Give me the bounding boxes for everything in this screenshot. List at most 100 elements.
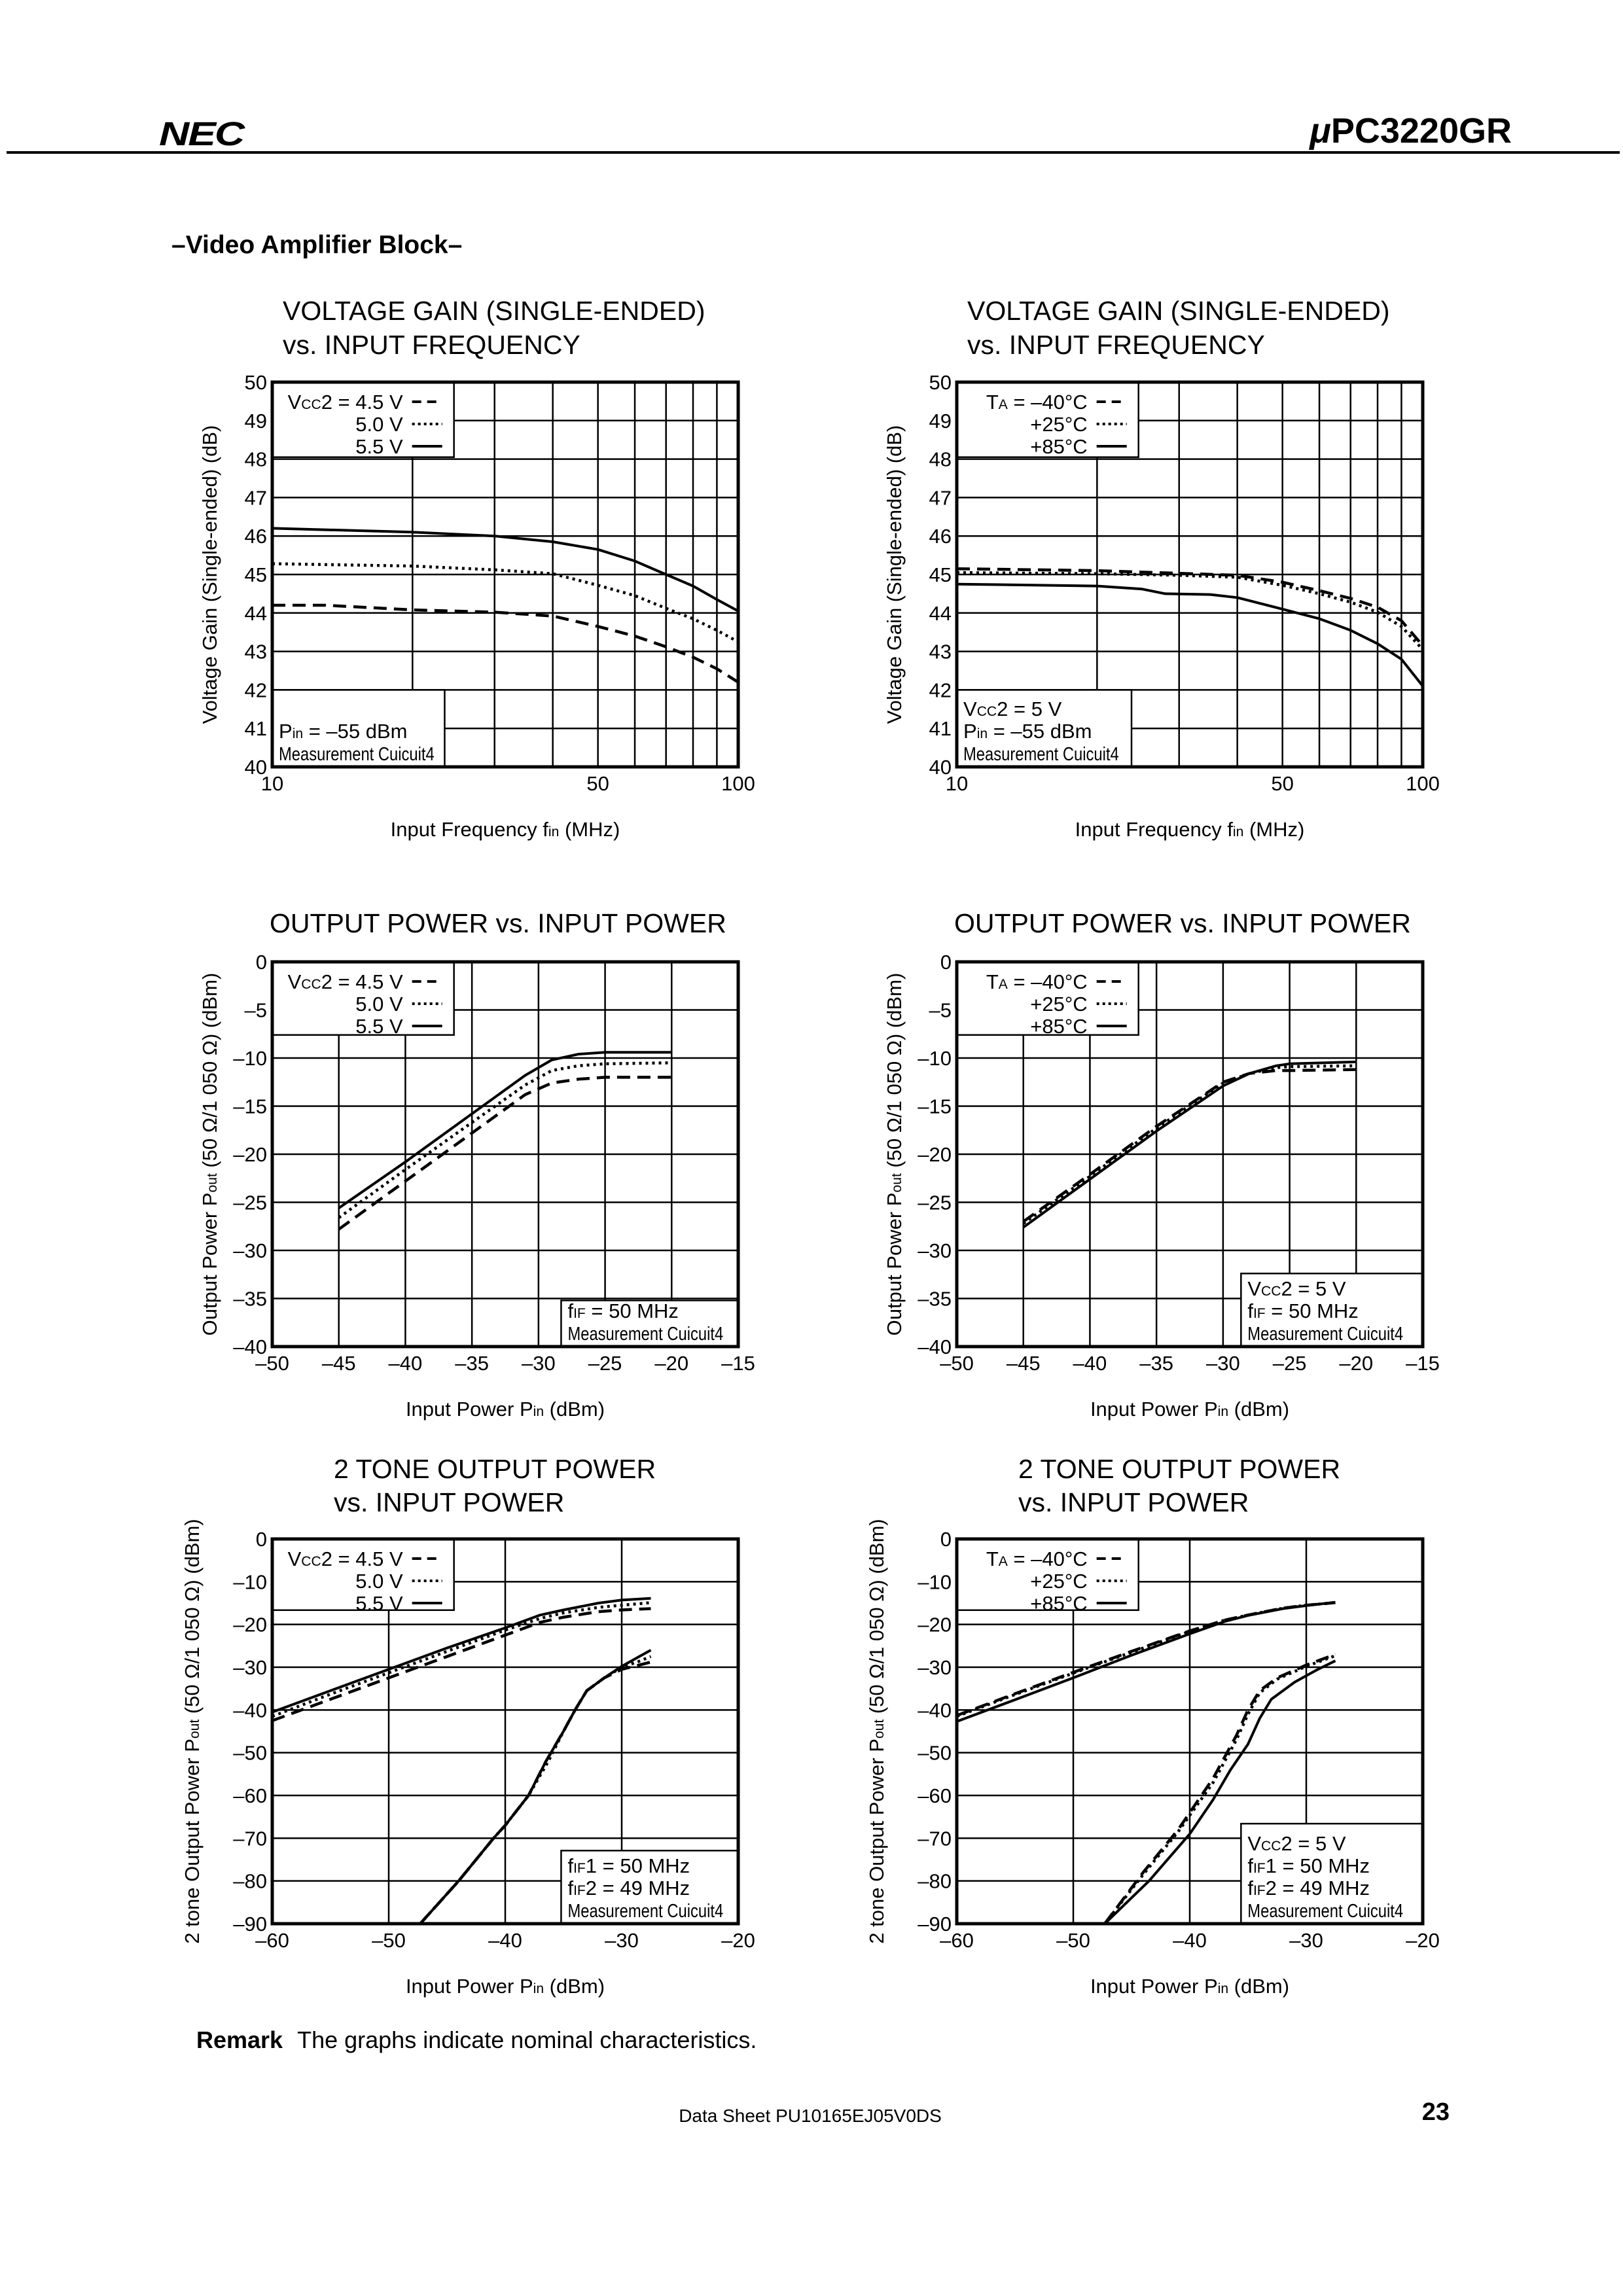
x-tick-label: 10 [946,772,968,795]
y-tick-label: 43 [929,641,952,663]
text-segment: Measurement Cuicuit4 [567,1900,723,1922]
text-segment: 2 tone Output Power P [181,1739,204,1944]
plot-frame [270,380,740,769]
measurement-circuit-note: Measurement Cuicuit4 [279,743,435,765]
subscript: CC [1261,1284,1281,1299]
condition-note: VCC2 = 5 V [1247,1277,1346,1300]
y-tick-label: –30 [233,1239,267,1262]
legend-label: VCC2 = 4.5 V [288,391,403,414]
y-tick-label: –60 [918,1784,952,1807]
y-tick-label: 49 [245,410,267,433]
x-axis-label: Input Power Pin (dBm) [406,1975,605,1998]
subscript: CC [977,704,997,719]
legend-label: +85°C [1030,435,1087,458]
text-segment: f [1247,1299,1253,1322]
subscript: CC [1261,1839,1281,1854]
y-tick-label: –30 [918,1239,952,1262]
y-tick-label: 0 [940,1528,952,1551]
chart-title: vs. INPUT POWER [334,1487,564,1517]
x-tick-label: –15 [1406,1352,1440,1375]
text-segment: P [279,720,293,743]
subscript: in [293,726,303,741]
condition-note: Pin = –55 dBm [963,720,1092,743]
text-segment: 2 = 5 V [1281,1277,1346,1300]
y-tick-label: –25 [918,1192,952,1214]
text-segment: Voltage Gain (Single-ended) (dB) [198,425,221,724]
y-axis-label: 2 tone Output Power Pout (50 Ω/1 050 Ω) … [181,1519,204,1943]
text-segment: V [1247,1832,1261,1855]
y-tick-label: –30 [233,1656,267,1679]
x-tick-label: –45 [322,1352,356,1375]
text-segment: 2 = 49 MHz [1266,1877,1370,1899]
subscript: CC [301,397,321,412]
text-segment: Input Frequency f [1075,818,1234,841]
y-tick-label: –90 [233,1913,267,1935]
text-segment: 5.5 V [355,1592,403,1615]
legend-label: 5.5 V [355,435,403,458]
text-segment: T [986,391,999,414]
condition-note: fIF1 = 50 MHz [1247,1854,1370,1877]
subscript: IF [1253,1861,1266,1876]
y-tick-label: –50 [918,1742,952,1765]
y-axis-label: Output Power Pout (50 Ω/1 050 Ω) (dBm) [198,973,221,1336]
conditions-box-frame [955,689,1133,768]
legend-label: 5.5 V [355,1592,403,1615]
legend-box [955,961,1139,1036]
y-axis-label: Voltage Gain (Single-ended) (dB) [883,425,906,724]
legend-label: 5.5 V [355,1015,403,1038]
y-tick-label: 41 [929,717,952,740]
x-tick-label: 100 [1406,772,1440,795]
chart-4: OUTPUT POWER vs. INPUT POWER TA = –40°C+2… [883,908,1440,1421]
y-tick-label: –40 [918,1699,952,1722]
text-segment: T [986,1547,999,1570]
text-segment: Measurement Cuicuit4 [279,743,435,765]
text-segment: Voltage Gain (Single-ended) (dB) [883,425,906,724]
text-segment: f [1247,1854,1253,1877]
condition-note: Pin = –55 dBm [279,720,408,743]
grid [272,962,738,1347]
y-tick-label: 46 [245,525,267,548]
legend: TA = –40°C+25°C+85°C [955,1538,1139,1615]
series-line-dotted-1 [272,1601,651,1718]
text-segment: Measurement Cuicuit4 [1247,1323,1403,1345]
text-segment: 5.5 V [355,1015,403,1038]
series-line-dotted-1 [956,571,1424,651]
legend: TA = –40°C+25°C+85°C [955,381,1139,458]
x-tick-label: 50 [1271,772,1293,795]
condition-note: fIF2 = 49 MHz [567,1877,690,1899]
chart-title: vs. INPUT FREQUENCY [283,330,580,360]
page-header: NEC μPC3220GR [7,111,1620,154]
text-segment: 5.0 V [355,993,403,1016]
text-segment: V [963,698,977,720]
chart-title: 2 TONE OUTPUT POWER [334,1454,656,1484]
chart-title: 2 TONE OUTPUT POWER [1018,1454,1340,1484]
text-segment: T [986,970,999,993]
text-segment: (dBm) [544,1975,605,1998]
text-segment: f [567,1877,573,1899]
series-line-dotted-1 [338,1061,672,1219]
x-tick-label: –40 [1173,1929,1207,1952]
x-tick-label: –30 [1206,1352,1240,1375]
text-segment: 1 = 50 MHz [1266,1854,1370,1877]
y-tick-label: –40 [233,1699,267,1722]
y-tick-label: –20 [233,1614,267,1636]
chart-title: OUTPUT POWER vs. INPUT POWER [270,908,726,938]
x-tick-label: –60 [255,1929,289,1952]
subscript: A [999,397,1008,412]
text-segment: V [288,391,302,414]
y-tick-label: –5 [929,999,952,1022]
text-segment: = –55 dBm [303,720,407,743]
legend-label: 5.0 V [355,413,403,436]
x-tick-label: –20 [654,1352,688,1375]
part-number: μPC3220GR [1308,111,1512,150]
legend-label: +85°C [1030,1592,1087,1615]
y-tick-label: 45 [245,563,267,586]
chart-title: vs. INPUT FREQUENCY [967,330,1265,360]
text-segment: V [288,1547,302,1570]
text-segment: (dBm) [1228,1975,1289,1998]
x-tick-label: –50 [940,1352,974,1375]
y-tick-label: 46 [929,525,952,548]
y-tick-label: 44 [245,602,267,625]
